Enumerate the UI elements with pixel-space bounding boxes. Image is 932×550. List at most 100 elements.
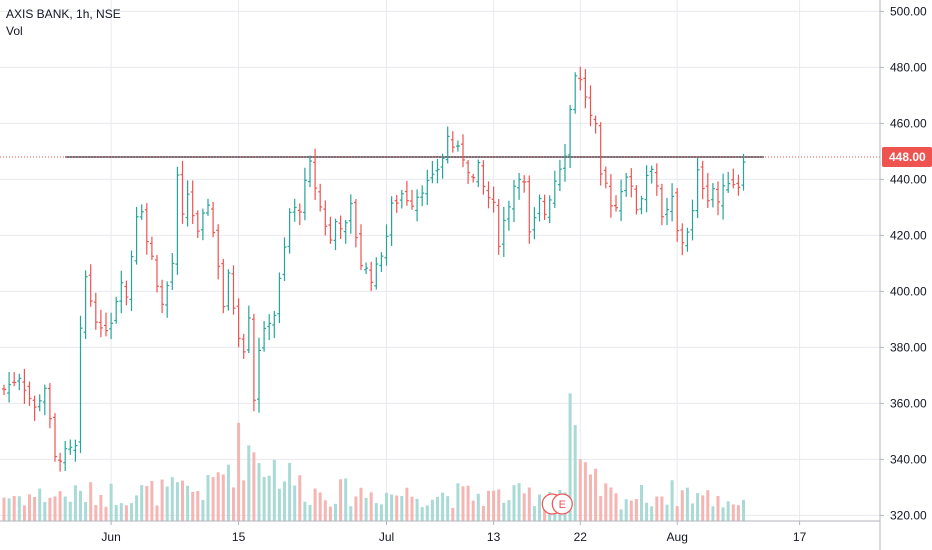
ohlc-bar[interactable] — [598, 122, 603, 186]
volume-bar[interactable] — [476, 493, 480, 521]
ohlc-bar[interactable] — [654, 163, 659, 196]
volume-bar[interactable] — [716, 496, 720, 521]
volume-bar[interactable] — [48, 497, 52, 521]
ohlc-bar[interactable] — [639, 195, 644, 215]
volume-bar[interactable] — [583, 462, 587, 521]
volume-bar[interactable] — [502, 502, 506, 521]
ohlc-bar[interactable] — [88, 264, 93, 307]
volume-bar[interactable] — [89, 482, 93, 521]
volume-bar[interactable] — [191, 491, 195, 521]
ohlc-bar[interactable] — [195, 210, 200, 239]
volume-bar[interactable] — [430, 499, 434, 521]
volume-bar[interactable] — [512, 485, 516, 521]
ohlc-bar[interactable] — [430, 160, 435, 184]
ohlc-bar[interactable] — [741, 153, 746, 191]
ohlc-bar[interactable] — [466, 160, 471, 184]
ohlc-bar[interactable] — [399, 189, 404, 209]
volume-bar[interactable] — [283, 481, 286, 521]
ohlc-bar[interactable] — [517, 173, 522, 200]
ohlc-bar[interactable] — [665, 197, 669, 226]
ohlc-bar[interactable] — [180, 160, 185, 224]
volume-bar[interactable] — [267, 475, 271, 521]
ohlc-bar[interactable] — [710, 183, 715, 208]
ohlc-bar[interactable] — [63, 440, 68, 472]
volume-bar[interactable] — [170, 477, 174, 521]
ohlc-bar[interactable] — [221, 258, 226, 314]
ohlc-bar[interactable] — [603, 166, 608, 189]
volume-bar[interactable] — [471, 500, 475, 521]
ohlc-bar[interactable] — [481, 160, 486, 195]
ohlc-bar[interactable] — [287, 208, 292, 254]
ohlc-bar[interactable] — [420, 185, 425, 207]
ohlc-bar[interactable] — [170, 253, 175, 291]
volume-bar[interactable] — [425, 505, 429, 521]
ohlc-bar[interactable] — [705, 173, 710, 209]
volume-bar[interactable] — [726, 501, 730, 521]
volume-bar[interactable] — [578, 459, 582, 521]
ohlc-bar[interactable] — [109, 312, 114, 340]
earnings-marker[interactable] — [551, 493, 573, 515]
ohlc-bar[interactable] — [272, 310, 277, 339]
ohlc-bar[interactable] — [364, 262, 369, 274]
volume-bar[interactable] — [196, 490, 200, 521]
ohlc-bar[interactable] — [359, 224, 363, 271]
price-axis[interactable]: 320.00 340.00 360.00 380.00 400.00 420.00 440.… — [879, 0, 927, 550]
ohlc-bar[interactable] — [27, 381, 32, 406]
volume-bar[interactable] — [206, 475, 210, 521]
volume-bar[interactable] — [186, 485, 190, 521]
ohlc-bar[interactable] — [338, 215, 343, 240]
volume-bar[interactable] — [114, 505, 118, 521]
volume-bar[interactable] — [130, 503, 133, 521]
ohlc-bar[interactable] — [2, 384, 6, 396]
volume-bar[interactable] — [262, 476, 266, 521]
volume-bar[interactable] — [303, 501, 307, 521]
ohlc-bar[interactable] — [119, 270, 124, 314]
volume-bar[interactable] — [634, 499, 638, 521]
ohlc-bar[interactable] — [537, 194, 542, 222]
ohlc-bar[interactable] — [476, 159, 481, 188]
ohlc-bar[interactable] — [670, 183, 675, 222]
ohlc-bar[interactable] — [165, 281, 170, 318]
ohlc-bar[interactable] — [736, 174, 741, 196]
volume-bar[interactable] — [145, 485, 149, 521]
ohlc-bar[interactable] — [343, 219, 348, 244]
volume-bar[interactable] — [532, 506, 536, 521]
volume-bar[interactable] — [640, 485, 643, 521]
volume-bar[interactable] — [660, 496, 664, 521]
ohlc-bar[interactable] — [379, 252, 384, 272]
ohlc-bar[interactable] — [522, 175, 527, 193]
volume-bar[interactable] — [63, 496, 67, 521]
volume-bar[interactable] — [237, 422, 241, 521]
ohlc-bar[interactable] — [139, 204, 144, 220]
ohlc-bar[interactable] — [246, 305, 251, 354]
volume-bar[interactable] — [456, 483, 460, 521]
ohlc-bar[interactable] — [527, 175, 532, 244]
volume-bar[interactable] — [349, 506, 353, 521]
volume-bar[interactable] — [28, 494, 31, 521]
ohlc-bar[interactable] — [608, 174, 613, 218]
ohlc-bar[interactable] — [512, 179, 516, 223]
ohlc-bar[interactable] — [461, 134, 465, 168]
volume-bar[interactable] — [226, 464, 230, 521]
ohlc-bar[interactable] — [37, 394, 42, 412]
ohlc-bar[interactable] — [619, 179, 624, 222]
ohlc-bar[interactable] — [624, 172, 629, 197]
volume-bar[interactable] — [701, 495, 705, 521]
volume-bar[interactable] — [385, 492, 388, 521]
volume-bar[interactable] — [594, 468, 598, 521]
ohlc-bar[interactable] — [593, 115, 598, 134]
ohlc-bar[interactable] — [12, 372, 17, 387]
ohlc-bar[interactable] — [588, 85, 593, 127]
ohlc-bar[interactable] — [277, 272, 282, 324]
volume-bar[interactable] — [374, 503, 378, 521]
ohlc-bar[interactable] — [73, 439, 78, 462]
ohlc-bar[interactable] — [318, 183, 323, 212]
time-axis[interactable]: Jun 15 Jul 13 22 Aug 17 — [0, 520, 880, 544]
volume-bar[interactable] — [53, 496, 57, 521]
volume-bar[interactable] — [492, 490, 496, 521]
ohlc-bar[interactable] — [241, 333, 246, 359]
volume-bar[interactable] — [43, 502, 47, 521]
ohlc-bar[interactable] — [583, 69, 588, 109]
ohlc-bar[interactable] — [297, 203, 302, 226]
